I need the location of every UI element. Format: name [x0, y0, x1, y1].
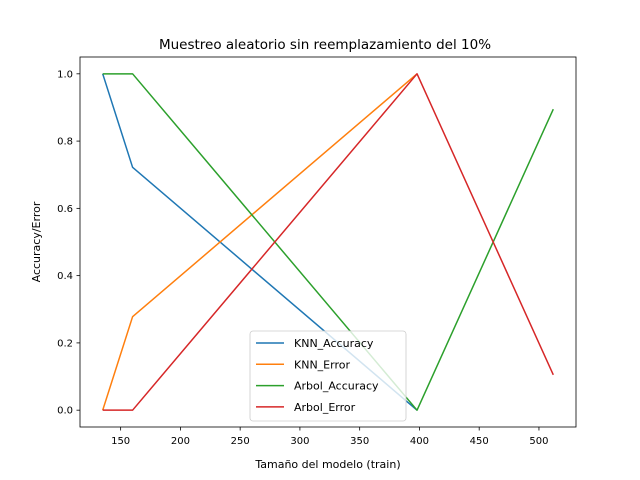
- x-tick-label: 200: [171, 436, 190, 447]
- y-tick-label: 0.8: [57, 137, 73, 148]
- x-tick-label: 400: [410, 436, 429, 447]
- x-tick-label: 250: [231, 436, 250, 447]
- plot-frame: [79, 56, 577, 428]
- series-line-knn-error: [101, 73, 418, 411]
- legend: KNN_Accuracy KNN_Error Arbol_Accuracy Arbol…: [249, 330, 407, 422]
- chart-title: Muestreo aleatorio sin reemplazamiento d…: [159, 37, 491, 53]
- y-tick-label: 0.6: [57, 204, 73, 215]
- x-tick-label: 500: [529, 436, 548, 447]
- legend-label-arbol-accuracy: Arbol_Accuracy: [294, 380, 379, 393]
- x-axis-label: Tamaño del modelo (train): [254, 458, 400, 471]
- y-tick-label: 0.4: [57, 271, 73, 282]
- x-tick-label: 150: [111, 436, 130, 447]
- legend-label-arbol-error: Arbol_Error: [294, 401, 356, 414]
- x-tick-label: 450: [470, 436, 489, 447]
- legend-label-knn-error: KNN_Error: [294, 358, 350, 371]
- y-tick-label: 0.0: [57, 406, 73, 417]
- y-axis-label: Accuracy/Error: [30, 201, 43, 282]
- series-line-arbol-error: [102, 73, 554, 411]
- y-tick-label: 0.2: [57, 338, 73, 349]
- y-axis: 0.0 0.2 0.4 0.6 0.8 1.0: [57, 69, 80, 417]
- series-layer: [101, 73, 554, 411]
- x-tick-label: 350: [350, 436, 369, 447]
- legend-label-knn-accuracy: KNN_Accuracy: [294, 337, 374, 350]
- x-axis: 150 200 250 300 350 400 450 500: [111, 427, 548, 447]
- legend-box: [249, 330, 407, 422]
- y-tick-label: 1.0: [57, 69, 73, 80]
- series-line-knn-accuracy: [101, 73, 418, 411]
- x-tick-label: 300: [290, 436, 309, 447]
